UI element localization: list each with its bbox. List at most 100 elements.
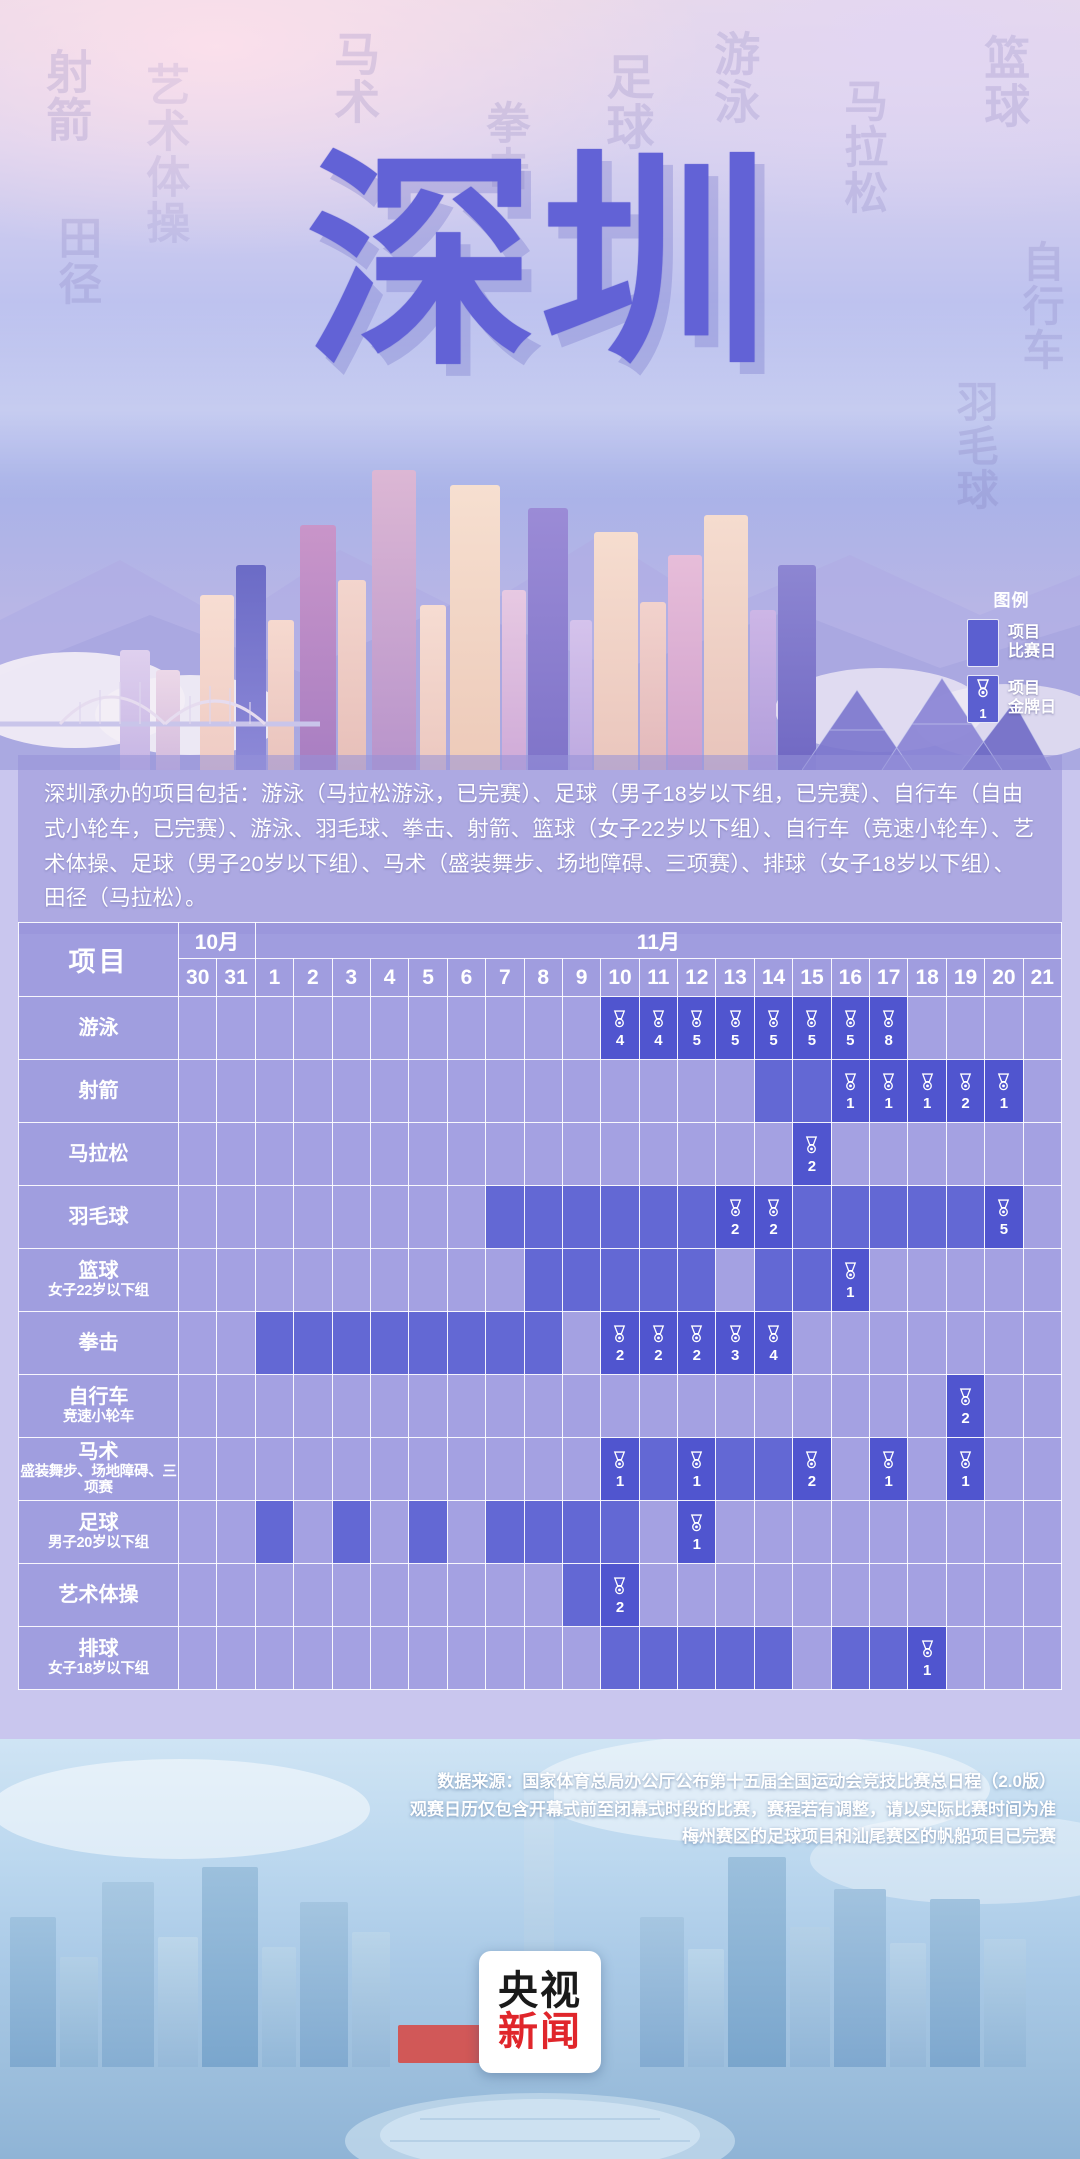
cell-empty-8 — [523, 1122, 563, 1186]
medal-count: 2 — [961, 1409, 970, 1427]
cell-empty-1 — [254, 1059, 295, 1123]
header-day-21: 21 — [1022, 958, 1063, 997]
medal-count: 2 — [807, 1157, 817, 1175]
table-row: 游泳 4 4 5 5 5 5 5 8 — [18, 996, 1063, 1060]
cell-empty-6 — [446, 1059, 487, 1123]
cctv-logo-line1: 央视 — [498, 1969, 582, 2014]
cell-empty-31 — [216, 1122, 256, 1186]
cell-empty-9 — [561, 1626, 602, 1690]
cell-gold-medal-day-16: 5 — [830, 996, 871, 1060]
cell-empty-7 — [485, 1059, 525, 1123]
medal-icon: 4 — [640, 1009, 677, 1048]
medal-icon: 1 — [908, 1072, 945, 1111]
medal-icon: 2 — [678, 1324, 715, 1363]
watermark-equestrian: 马术 — [327, 30, 382, 126]
legend-item-gold-medal-day: 1 项目 金牌日 — [966, 675, 1056, 723]
cell-competition-day-9 — [561, 1500, 602, 1564]
footer-line-3: 梅州赛区的足球项目和汕尾赛区的帆船项目已完赛 — [682, 1827, 1056, 1847]
cell-gold-medal-day-16: 1 — [830, 1059, 871, 1123]
header-day-20: 20 — [984, 958, 1024, 997]
medal-icon — [974, 678, 992, 707]
cell-gold-medal-day-16: 1 — [830, 1248, 871, 1312]
medal-count: 1 — [692, 1535, 701, 1553]
cell-competition-day-5 — [408, 1500, 448, 1564]
cell-empty-30 — [177, 1500, 218, 1564]
medal-count: 4 — [615, 1031, 625, 1049]
cell-competition-day-13 — [715, 1626, 755, 1690]
cell-empty-3 — [331, 996, 371, 1060]
medal-icon: 1 — [678, 1513, 715, 1552]
cell-gold-medal-day-11: 2 — [638, 1311, 679, 1375]
cell-empty-9 — [561, 996, 602, 1060]
header-day-16: 16 — [830, 958, 871, 997]
cell-empty-13 — [715, 1500, 755, 1564]
medal-count: 5 — [692, 1031, 701, 1049]
cell-empty-6 — [446, 1563, 487, 1627]
cell-competition-day-15 — [792, 1185, 832, 1249]
cell-empty-3 — [331, 1248, 371, 1312]
cell-empty-2 — [293, 1122, 333, 1186]
cell-empty-18 — [907, 1437, 947, 1501]
cell-gold-medal-day-15: 2 — [792, 1437, 832, 1501]
footer-source-note: 数据来源：国家体育总局办公厅公布第十五届全国运动会竞技比赛总日程（2.0版） 观… — [236, 1768, 1056, 1851]
row-label-main: 艺术体操 — [58, 1583, 139, 1606]
cell-empty-13 — [715, 1248, 755, 1312]
schedule-table-wrap: 项目 10月 11月 30 31 1 2 3 4 5 6 7 8 9 10 11 12 13 14 15 16 17… — [18, 922, 1063, 1690]
medal-icon: 5 — [755, 1009, 792, 1048]
cell-empty-31 — [216, 1059, 256, 1123]
schedule-table-body: 游泳 4 4 5 5 5 5 5 8 射箭 1 1 1 2 1 马拉松 2 羽毛球 2 2 5 篮球 女子22岁以下组 1 拳击… — [18, 996, 1063, 1690]
cell-competition-day-2 — [293, 1311, 333, 1375]
cell-competition-day-18 — [907, 1185, 947, 1249]
cell-empty-17 — [869, 1122, 909, 1186]
medal-icon: 1 — [870, 1072, 907, 1111]
cell-empty-19 — [945, 1563, 986, 1627]
row-label-6: 自行车 竞速小轮车 — [18, 1374, 179, 1438]
cell-competition-day-4 — [369, 1311, 410, 1375]
cell-competition-day-9 — [561, 1248, 602, 1312]
cell-competition-day-17 — [869, 1626, 909, 1690]
cell-competition-day-15 — [792, 1248, 832, 1312]
medal-icon: 2 — [793, 1450, 830, 1489]
medal-count: 1 — [999, 1094, 1009, 1112]
building — [236, 565, 266, 770]
cell-gold-medal-day-19: 1 — [945, 1437, 986, 1501]
medal-count: 5 — [730, 1031, 740, 1049]
row-label-main: 马术 — [78, 1441, 119, 1464]
cell-gold-medal-day-12: 1 — [677, 1437, 717, 1501]
cell-competition-day-12 — [677, 1248, 717, 1312]
cell-empty-3 — [331, 1185, 371, 1249]
bridge — [0, 682, 320, 727]
cell-empty-8 — [523, 1563, 563, 1627]
header-day-9: 9 — [561, 958, 602, 997]
cell-empty-30 — [177, 1374, 218, 1438]
cell-gold-medal-day-13: 3 — [715, 1311, 755, 1375]
cell-empty-31 — [216, 1500, 256, 1564]
building — [200, 595, 234, 770]
cell-gold-medal-day-10: 2 — [600, 1563, 640, 1627]
footer-building — [790, 1927, 830, 2067]
cell-empty-11 — [638, 1563, 679, 1627]
header-day-13: 13 — [715, 958, 755, 997]
cell-empty-20 — [984, 1500, 1024, 1564]
cell-empty-19 — [945, 996, 986, 1060]
medal-icon: 4 — [755, 1324, 792, 1363]
cell-empty-3 — [331, 1563, 371, 1627]
medal-icon: 5 — [678, 1009, 715, 1048]
cell-empty-17 — [869, 1311, 909, 1375]
cell-empty-3 — [331, 1626, 371, 1690]
medal-icon: 2 — [601, 1576, 638, 1615]
cell-gold-medal-day-15: 5 — [792, 996, 832, 1060]
cell-gold-medal-day-13: 2 — [715, 1185, 755, 1249]
legend-item-competition-day: 项目 比赛日 — [966, 619, 1056, 667]
skyline — [0, 440, 1080, 770]
venue-description: 深圳承办的项目包括：游泳（马拉松游泳，已完赛）、足球（男子18岁以下组，已完赛）… — [18, 755, 1062, 935]
medal-icon: 2 — [793, 1135, 830, 1174]
row-label-main: 拳击 — [78, 1331, 119, 1354]
footer-building — [728, 1857, 786, 2067]
legend-label-competition: 项目 比赛日 — [1008, 624, 1056, 662]
footer-building — [688, 1949, 724, 2067]
cell-gold-medal-day-11: 4 — [638, 996, 679, 1060]
cell-empty-9 — [561, 1059, 602, 1123]
cell-empty-9 — [561, 1374, 602, 1438]
cell-empty-20 — [984, 996, 1024, 1060]
